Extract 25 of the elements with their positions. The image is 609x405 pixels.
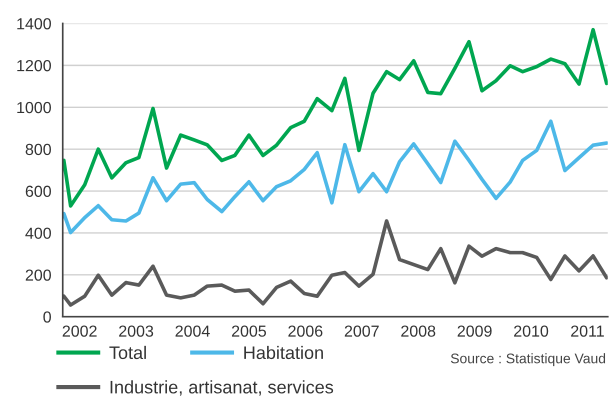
x-tick-label: 2003 [119, 325, 154, 337]
x-tick-label: 2006 [288, 325, 322, 337]
line-series [62, 219, 608, 307]
y-tick-label: 800 [26, 144, 51, 156]
y-tick-label: 0 [43, 311, 51, 323]
y-tick-label: 1400 [17, 18, 51, 30]
legend-label: Total [109, 346, 146, 360]
x-tick-label: 2005 [232, 325, 266, 337]
x-tick-label: 2010 [514, 325, 548, 337]
x-tick-label: 2011 [571, 325, 604, 337]
x-tick-label: 2007 [344, 325, 379, 337]
source-note: Source : Statistique Vaud [450, 353, 606, 366]
x-tick-label: 2002 [62, 325, 97, 337]
y-tick-label: 600 [26, 186, 51, 197]
x-tick-label: 2008 [401, 325, 436, 337]
line-series [62, 28, 608, 208]
y-tick-label: 400 [25, 228, 51, 239]
y-tick-label: 1200 [17, 60, 51, 72]
x-tick-label: 2004 [176, 325, 210, 337]
legend-label: Habitation [244, 346, 323, 360]
line-series [62, 119, 608, 234]
y-tick-label: 200 [26, 269, 51, 281]
x-tick-label: 2009 [458, 325, 492, 337]
legend-label: Industrie, artisanat, services [110, 380, 334, 396]
y-tick-label: 1000 [17, 102, 51, 114]
